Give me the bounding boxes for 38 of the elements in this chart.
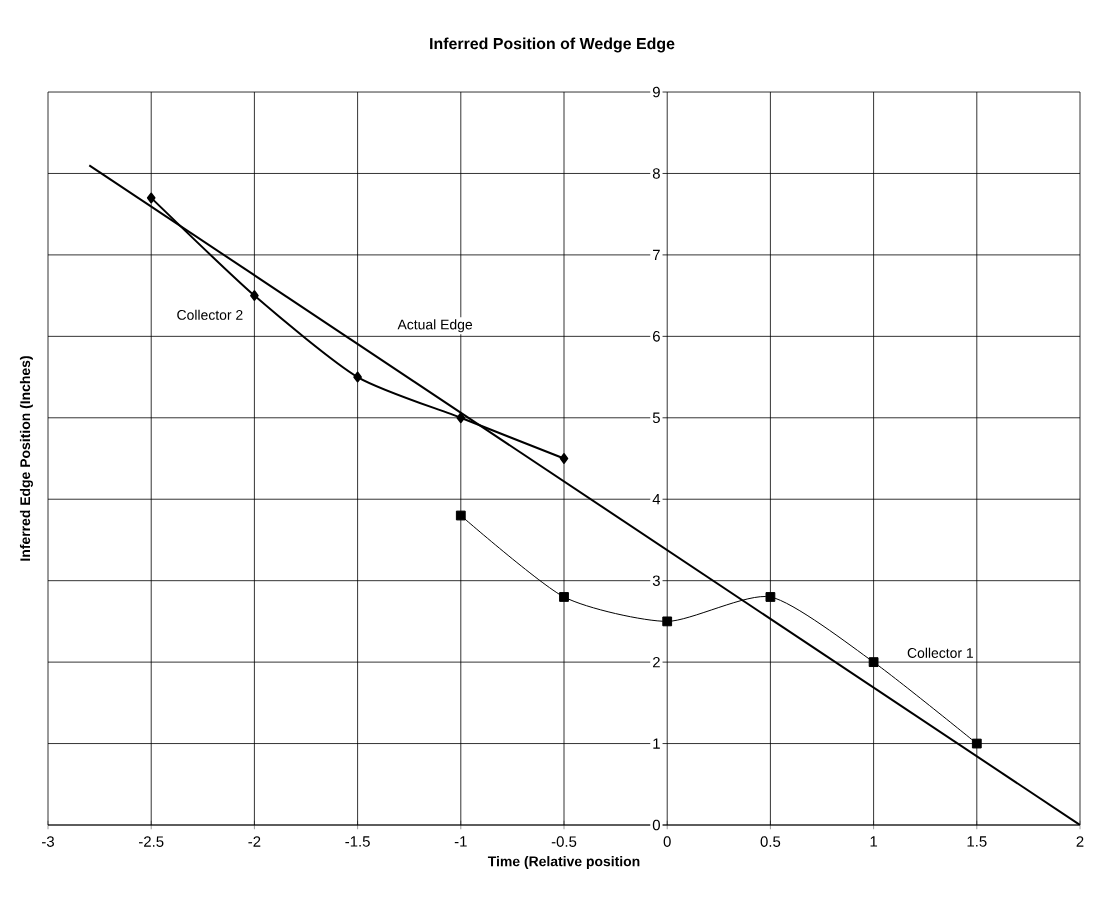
- y-tick-label: 7: [653, 249, 660, 261]
- y-tick-label: 6: [653, 331, 660, 342]
- y-tick-label: 0: [652, 819, 660, 831]
- point: [353, 371, 362, 383]
- x-tick-label: 0.5: [760, 836, 781, 847]
- y-tick-label: 4: [652, 494, 661, 505]
- point: [250, 290, 259, 302]
- series-label: Collector 2: [177, 309, 243, 320]
- point: [662, 616, 673, 627]
- series-label: Collector 1: [907, 647, 973, 658]
- y-axis-title: Inferred Edge Position (Inches): [19, 356, 33, 561]
- x-tick-label: 1.5: [967, 836, 987, 847]
- text: Actual Edge: [397, 319, 473, 333]
- point: [868, 657, 879, 668]
- x-tick-label: -2.5: [138, 836, 164, 847]
- y-tick-label: 1: [653, 738, 660, 749]
- point: [559, 453, 569, 464]
- x-tick-label: -0.5: [551, 836, 577, 847]
- y-tick-label: 3: [652, 575, 660, 586]
- x-axis-title: Time (Relative position: [487, 856, 640, 870]
- x-tick-label: -1.5: [345, 836, 370, 847]
- x-tick-label: 2: [1076, 836, 1084, 847]
- x-tick-label: -1: [454, 836, 467, 847]
- point: [765, 592, 776, 602]
- point: [456, 412, 466, 424]
- point: [559, 592, 569, 602]
- chart-title: Inferred Position of Wedge Edge: [430, 37, 675, 53]
- point: [146, 192, 156, 204]
- y-tick-label: 2: [653, 656, 660, 668]
- x-tick-label: -2: [248, 836, 261, 847]
- y-tick-label: 8: [652, 168, 660, 179]
- point: [971, 738, 982, 749]
- x-tick-label: -3: [42, 836, 54, 847]
- x-tick-label: 1: [870, 836, 878, 847]
- x-tick-label: 0: [663, 836, 671, 847]
- point: [455, 510, 466, 521]
- y-tick-label: 5: [652, 412, 660, 424]
- y-tick-label: 9: [652, 86, 660, 98]
